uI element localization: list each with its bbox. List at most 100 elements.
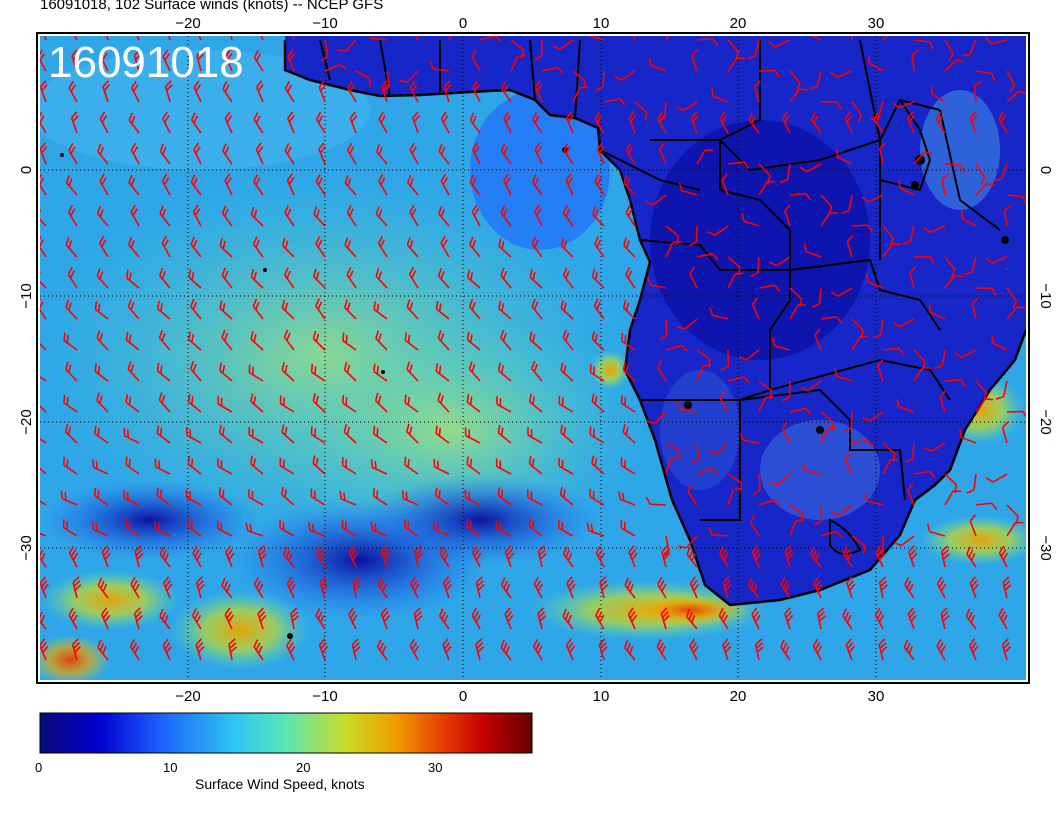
wind-barb bbox=[133, 49, 142, 72]
wind-barb bbox=[190, 236, 202, 258]
wind-barb bbox=[934, 349, 946, 370]
wind-barb bbox=[814, 504, 823, 526]
wind-barb bbox=[162, 49, 171, 72]
wind-barb bbox=[727, 487, 742, 506]
wind-barb bbox=[789, 70, 801, 92]
wind-barb bbox=[975, 182, 995, 196]
lon-tick-top: 10 bbox=[593, 15, 610, 32]
wind-barb bbox=[560, 237, 574, 258]
wind-barb bbox=[249, 455, 264, 475]
wind-barb bbox=[603, 98, 626, 106]
wind-barb bbox=[312, 330, 326, 351]
wind-barb bbox=[373, 425, 388, 444]
wind-barb bbox=[718, 608, 729, 630]
wind-barb bbox=[876, 359, 884, 382]
wind-barb bbox=[438, 143, 450, 165]
wind-barb bbox=[479, 36, 502, 43]
wind-barb bbox=[40, 330, 47, 351]
wind-barb bbox=[190, 298, 202, 320]
wind-barb bbox=[312, 393, 326, 413]
wind-barb bbox=[534, 142, 543, 165]
wind-barb bbox=[842, 608, 853, 630]
wind-barb bbox=[370, 521, 388, 537]
lat-tick-left: −10 bbox=[18, 283, 35, 308]
wind-barb bbox=[97, 143, 109, 165]
wind-barb bbox=[939, 390, 947, 413]
wind-barb bbox=[687, 484, 698, 506]
wind-barb bbox=[537, 545, 547, 568]
wind-barb bbox=[128, 112, 140, 134]
wind-barb bbox=[374, 392, 388, 413]
wind-barb bbox=[315, 236, 326, 258]
wind-barb bbox=[307, 522, 326, 537]
wind-barb bbox=[40, 546, 47, 568]
wind-barb bbox=[926, 523, 946, 537]
wind-barb bbox=[159, 143, 171, 165]
wind-barb bbox=[346, 204, 357, 227]
wind-barb bbox=[216, 520, 233, 537]
wind-barb bbox=[625, 205, 636, 227]
wind-barb bbox=[97, 639, 109, 661]
wind-barb bbox=[789, 304, 806, 320]
lat-tick-left: −20 bbox=[18, 409, 35, 434]
wind-barb bbox=[410, 576, 420, 599]
wind-barb bbox=[468, 298, 481, 320]
wind-barb bbox=[868, 54, 884, 72]
wind-barb bbox=[770, 473, 791, 486]
wind-barb bbox=[789, 88, 808, 103]
wind-barb bbox=[348, 545, 358, 568]
wind-barb bbox=[162, 638, 172, 661]
wind-barb bbox=[691, 49, 699, 72]
wind-barb bbox=[991, 334, 1008, 351]
wind-barb bbox=[944, 59, 965, 72]
wind-barb bbox=[696, 467, 719, 475]
wind-barb bbox=[985, 256, 1008, 264]
wind-barb bbox=[440, 111, 450, 134]
wind-barb bbox=[253, 174, 264, 196]
wind-barb bbox=[377, 235, 388, 258]
wind-barb bbox=[134, 545, 144, 568]
wind-barb bbox=[657, 576, 667, 599]
wind-barb bbox=[751, 607, 761, 630]
wind-barb bbox=[1001, 421, 1009, 444]
wind-barb bbox=[586, 36, 605, 41]
wind-barb bbox=[985, 37, 1008, 45]
wind-barb bbox=[749, 514, 760, 537]
wind-barb bbox=[751, 297, 760, 320]
wind-barb bbox=[834, 368, 853, 382]
wind-barb bbox=[500, 329, 512, 351]
wind-barb bbox=[406, 174, 419, 196]
wind-barb bbox=[665, 241, 681, 258]
wind-barb bbox=[529, 269, 543, 289]
wind-barb bbox=[836, 149, 853, 165]
lon-tick-top: 0 bbox=[459, 15, 467, 32]
lat-tick-left: 0 bbox=[18, 166, 35, 174]
wind-barb bbox=[892, 101, 915, 109]
wind-barb bbox=[851, 535, 866, 554]
wind-barb bbox=[758, 69, 780, 78]
lon-tick-top: 30 bbox=[868, 15, 885, 32]
wind-barb bbox=[975, 398, 994, 413]
wind-barb bbox=[975, 70, 996, 82]
wind-barb bbox=[65, 299, 78, 320]
wind-barb bbox=[442, 576, 453, 599]
wind-barb bbox=[812, 638, 823, 661]
wind-barb bbox=[973, 80, 982, 103]
lon-tick-top: −20 bbox=[175, 15, 200, 32]
wind-barb bbox=[789, 407, 812, 415]
wind-barb bbox=[257, 545, 267, 568]
wind-barb bbox=[589, 426, 605, 444]
wind-barb bbox=[96, 268, 109, 289]
wind-barb bbox=[464, 489, 481, 506]
wind-barb bbox=[40, 236, 47, 258]
wind-barb bbox=[218, 487, 233, 506]
wind-barb bbox=[195, 576, 205, 599]
wind-barb bbox=[963, 256, 977, 276]
wind-barb bbox=[820, 211, 839, 227]
wind-barb bbox=[68, 607, 78, 630]
lat-tick-left: −30 bbox=[18, 535, 35, 560]
wind-barb bbox=[622, 361, 636, 382]
wind-barb bbox=[193, 36, 202, 41]
wind-barb bbox=[771, 337, 791, 351]
wind-barb bbox=[811, 287, 822, 308]
